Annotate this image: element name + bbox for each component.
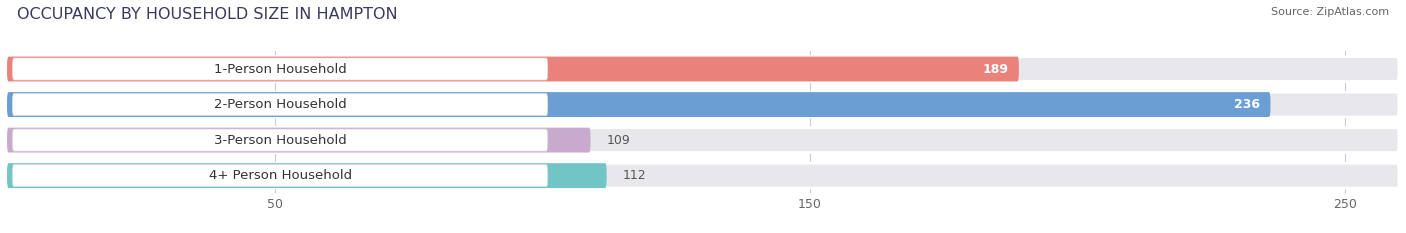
Text: 112: 112 xyxy=(623,169,647,182)
FancyBboxPatch shape xyxy=(13,129,548,151)
Text: 2-Person Household: 2-Person Household xyxy=(214,98,346,111)
FancyBboxPatch shape xyxy=(7,92,1399,117)
Text: 1-Person Household: 1-Person Household xyxy=(214,62,346,75)
Text: 236: 236 xyxy=(1234,98,1260,111)
Text: OCCUPANCY BY HOUSEHOLD SIZE IN HAMPTON: OCCUPANCY BY HOUSEHOLD SIZE IN HAMPTON xyxy=(17,7,398,22)
Text: 3-Person Household: 3-Person Household xyxy=(214,134,346,147)
FancyBboxPatch shape xyxy=(13,164,548,187)
FancyBboxPatch shape xyxy=(7,92,1271,117)
FancyBboxPatch shape xyxy=(13,58,548,80)
FancyBboxPatch shape xyxy=(7,163,1399,188)
Text: 109: 109 xyxy=(606,134,630,147)
Text: 4+ Person Household: 4+ Person Household xyxy=(208,169,352,182)
Text: Source: ZipAtlas.com: Source: ZipAtlas.com xyxy=(1271,7,1389,17)
FancyBboxPatch shape xyxy=(7,163,606,188)
FancyBboxPatch shape xyxy=(7,57,1019,82)
FancyBboxPatch shape xyxy=(13,93,548,116)
FancyBboxPatch shape xyxy=(7,57,1399,82)
FancyBboxPatch shape xyxy=(7,128,591,153)
FancyBboxPatch shape xyxy=(7,128,1399,153)
Text: 189: 189 xyxy=(983,62,1008,75)
